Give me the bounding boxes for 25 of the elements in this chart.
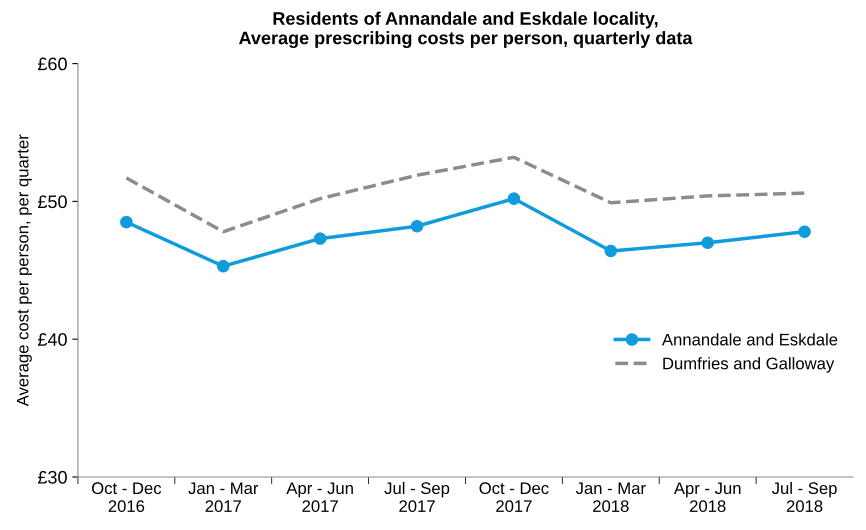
y-tick-label: £40 bbox=[38, 333, 67, 346]
point bbox=[508, 192, 520, 205]
point bbox=[604, 244, 618, 258]
point bbox=[217, 260, 230, 272]
x-tick-label: Oct - Dec 2016 bbox=[92, 482, 162, 512]
y-tick-label: £30 bbox=[38, 470, 67, 484]
point bbox=[314, 232, 326, 245]
x-tick-label: Jan - Mar 2018 bbox=[576, 482, 646, 512]
x-tick-label: Jul - Sep 2018 bbox=[772, 482, 837, 512]
legend-label: Annandale and Eskdale bbox=[662, 333, 838, 346]
point bbox=[798, 225, 811, 238]
x-tick-label: Jul - Sep 2017 bbox=[384, 482, 450, 512]
y-tick-label: £60 bbox=[38, 58, 67, 70]
y-axis-title: Average cost per person, per quarter bbox=[16, 134, 32, 406]
point bbox=[120, 216, 133, 228]
x-tick-label: Apr - Jun 2018 bbox=[674, 482, 740, 512]
chart-title: Residents of Annandale and Eskdale locality, Average prescribing costs per person, quarterly data bbox=[239, 12, 693, 48]
x-tick-label: Apr - Jun 2017 bbox=[286, 482, 353, 512]
line-series bbox=[124, 156, 806, 234]
x-tick-label: Oct - Dec 2017 bbox=[480, 482, 549, 512]
x-tick-label: Jan - Mar 2017 bbox=[188, 482, 258, 512]
point bbox=[701, 236, 714, 249]
legend-label: Dumfries and Galloway bbox=[663, 357, 834, 373]
point bbox=[410, 220, 424, 232]
y-tick-label: £50 bbox=[38, 195, 67, 208]
